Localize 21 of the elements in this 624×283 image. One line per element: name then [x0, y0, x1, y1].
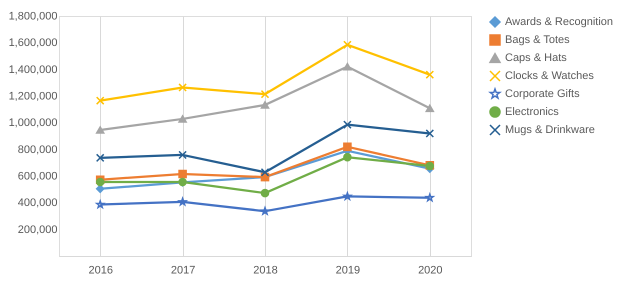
x-tick-label: 2017 — [170, 264, 196, 276]
x-tick-label: 2020 — [418, 264, 443, 276]
y-tick-label: 1,800,000 — [8, 10, 58, 22]
y-tick-label: 1,000,000 — [8, 117, 58, 130]
x-tick-label: 2018 — [253, 264, 278, 276]
y-tick-label: 400,000 — [18, 197, 58, 210]
y-tick-label: 600,000 — [18, 170, 58, 182]
y-tick-label: 1,200,000 — [8, 90, 58, 102]
legend-label: Awards & Recognition — [505, 16, 614, 28]
legend-label: Clocks & Watches — [505, 70, 594, 82]
legend-label: Electronics — [505, 106, 560, 118]
y-tick-label: 1,600,000 — [8, 37, 58, 50]
legend-label: Mugs & Drinkware — [505, 124, 595, 136]
legend-label: Corporate Gifts — [505, 88, 580, 100]
x-tick-label: 2019 — [336, 264, 360, 276]
y-tick-label: 800,000 — [18, 144, 58, 156]
y-tick-label: 200,000 — [18, 224, 58, 236]
legend-label: Caps & Hats — [505, 52, 568, 64]
x-tick-label: 2016 — [88, 264, 113, 276]
legend-label: Bags & Totes — [505, 34, 570, 46]
y-tick-label: 1,400,000 — [8, 64, 58, 76]
